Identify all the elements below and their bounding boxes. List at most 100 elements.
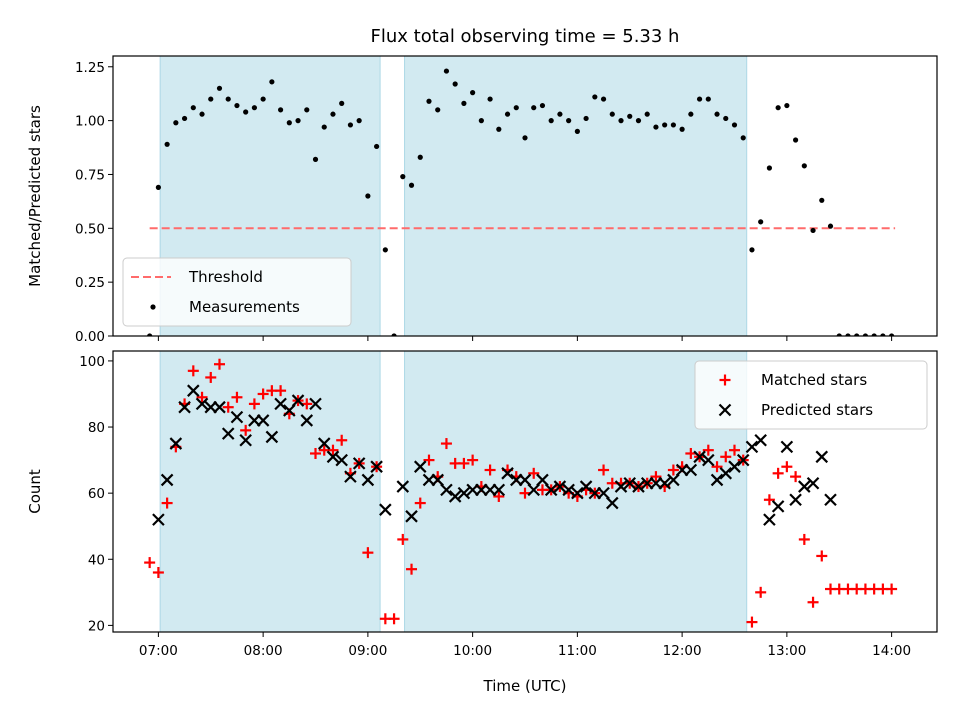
data-point xyxy=(152,566,164,578)
x-tick-label: 14:00 xyxy=(872,643,911,659)
axes-frame xyxy=(112,350,938,633)
data-point xyxy=(720,451,732,463)
data-point xyxy=(740,135,746,141)
data-point xyxy=(205,371,217,383)
chart-title: Flux total observing time = 5.33 h xyxy=(371,26,680,47)
data-point xyxy=(531,105,537,111)
data-point xyxy=(310,447,322,459)
data-point xyxy=(147,333,153,336)
data-point xyxy=(487,96,493,102)
data-point xyxy=(361,473,375,487)
data-point xyxy=(160,473,174,487)
legend-swatch xyxy=(150,304,156,310)
data-point xyxy=(816,550,828,562)
data-point xyxy=(710,473,724,487)
data-point xyxy=(230,410,244,424)
bottom-panel-counts: 20 40 60 80 100 07:00 08:00 09:00 10:00 11:00 12:0… xyxy=(26,350,938,659)
data-point xyxy=(501,467,514,480)
data-point xyxy=(248,398,260,410)
data-point xyxy=(458,457,470,469)
y-tick-label: 80 xyxy=(88,420,105,436)
data-point xyxy=(317,437,331,450)
data-point xyxy=(553,480,567,493)
data-point xyxy=(745,440,759,454)
data-point xyxy=(801,163,807,169)
legend-box xyxy=(694,360,928,430)
data-point xyxy=(598,464,610,476)
data-point xyxy=(173,120,179,126)
data-point xyxy=(467,454,479,466)
data-point xyxy=(679,126,685,132)
data-point xyxy=(448,490,462,503)
data-point xyxy=(606,496,619,510)
data-point xyxy=(886,583,898,595)
data-point xyxy=(562,483,575,497)
x-tick-label: 11:00 xyxy=(558,643,597,659)
data-point xyxy=(755,586,767,598)
data-point xyxy=(714,111,720,117)
data-point xyxy=(670,122,676,128)
legend-panel-2: Matched stars Predicted stars xyxy=(694,360,928,430)
data-point xyxy=(819,197,825,203)
data-point xyxy=(178,400,191,414)
data-point xyxy=(312,156,319,162)
data-point xyxy=(265,430,279,444)
data-point xyxy=(806,476,820,490)
data-point xyxy=(365,193,371,199)
data-point xyxy=(496,126,502,132)
data-point xyxy=(295,118,301,124)
data-point xyxy=(277,107,284,113)
data-point xyxy=(388,613,400,625)
data-point xyxy=(309,397,322,411)
data-point xyxy=(635,118,642,124)
data-point xyxy=(600,96,607,102)
legend-label: Threshold xyxy=(188,268,263,286)
data-point xyxy=(854,333,860,336)
legend-label: Matched stars xyxy=(761,371,867,389)
data-point xyxy=(326,450,340,464)
data-point xyxy=(579,480,593,493)
data-point xyxy=(658,476,671,490)
data-point xyxy=(653,124,659,130)
data-point xyxy=(397,533,409,545)
data-point xyxy=(702,444,714,456)
x-tick-label: 10:00 xyxy=(453,643,492,659)
data-point xyxy=(763,513,776,526)
x-tick-label: 09:00 xyxy=(348,643,387,659)
data-point xyxy=(810,227,816,234)
data-point xyxy=(719,467,733,480)
data-point xyxy=(216,85,223,91)
data-point xyxy=(827,223,834,229)
data-point xyxy=(493,490,505,502)
x-tick-label: 13:00 xyxy=(767,643,806,659)
data-point xyxy=(187,365,199,377)
y-axis-title: Matched/Predicted stars xyxy=(26,105,44,287)
data-point xyxy=(685,447,697,459)
data-point xyxy=(470,90,476,96)
y-tick-label: 20 xyxy=(88,618,105,634)
data-point xyxy=(702,453,715,467)
y-tick-label: 40 xyxy=(88,552,105,568)
x-tick-label: 08:00 xyxy=(244,643,283,659)
data-point xyxy=(443,68,450,74)
data-point xyxy=(408,182,415,188)
data-point xyxy=(256,414,270,427)
data-point xyxy=(426,98,432,104)
data-point xyxy=(696,96,703,102)
data-point xyxy=(772,467,784,479)
data-point xyxy=(780,440,794,454)
data-point xyxy=(723,115,729,122)
data-point xyxy=(754,433,767,447)
data-point xyxy=(225,96,231,102)
data-point xyxy=(344,470,357,483)
data-point xyxy=(557,111,563,117)
data-point xyxy=(815,450,829,464)
data-point xyxy=(711,461,723,473)
x-tick-label: 07:00 xyxy=(139,643,178,659)
data-point xyxy=(321,124,327,130)
data-point xyxy=(239,433,252,447)
data-point xyxy=(518,473,532,487)
data-point xyxy=(382,247,388,253)
data-point xyxy=(644,111,650,117)
data-point xyxy=(161,497,173,509)
